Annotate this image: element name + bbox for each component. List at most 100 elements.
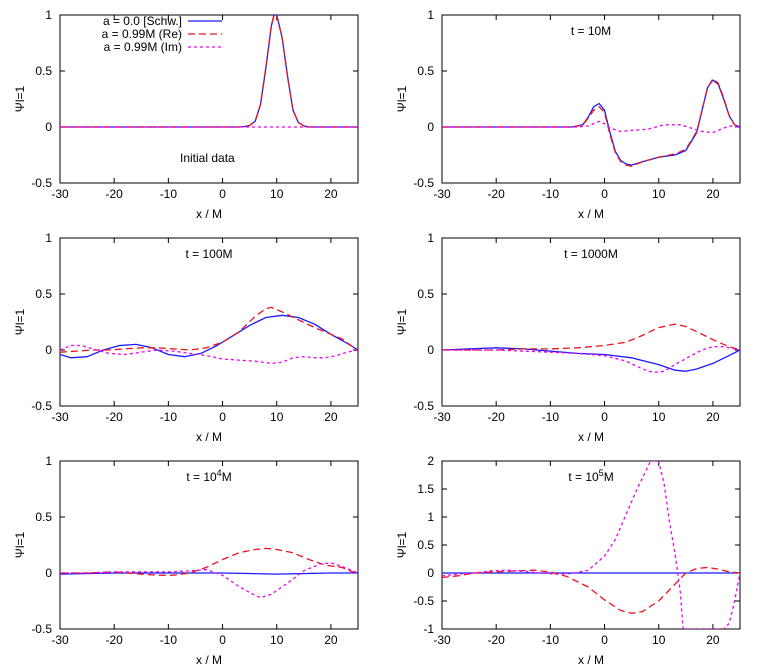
y-tick-label: -0.5 [31, 176, 52, 190]
x-tick-label: 20 [324, 633, 338, 647]
panel-title: t = 1000M [564, 247, 618, 261]
y-tick-label: 0 [427, 120, 434, 134]
x-tick-label: 20 [706, 633, 720, 647]
series-line-kerr-re [442, 566, 740, 614]
x-tick-label: 20 [324, 187, 338, 201]
x-tick-label: -10 [160, 410, 178, 424]
x-axis-title: x / M [196, 430, 222, 444]
x-tick-label: 10 [270, 410, 284, 424]
x-tick-label: -10 [542, 187, 560, 201]
initial-data-annotation: Initial data [180, 151, 235, 165]
x-tick-label: -20 [488, 633, 506, 647]
panel-t-1000M: -30 -20 -10 0 10 20 -0.5 0 0.5 1 x / M Ψl=1 t = 1000… [395, 231, 741, 444]
plot-frame [441, 14, 741, 184]
y-tick-label: 0.5 [417, 538, 434, 552]
x-tick-label: -20 [106, 633, 124, 647]
y-tick-label: 0.5 [417, 64, 434, 78]
y-tick-label: -0.5 [413, 176, 434, 190]
legend-label: a = 0.99M (Im) [104, 40, 182, 54]
series-line-kerr-re [60, 547, 358, 576]
y-tick-label: 0.5 [35, 64, 52, 78]
x-tick-label: -20 [106, 187, 124, 201]
y-tick-label: 1 [45, 231, 52, 245]
series-line-kerr-im [60, 562, 358, 599]
plot-frame [441, 460, 741, 630]
x-tick-label: -10 [160, 633, 178, 647]
x-tick-label: 0 [219, 410, 226, 424]
x-tick-label: -20 [488, 410, 506, 424]
series-line-schw [60, 572, 358, 575]
x-tick-label: 10 [652, 187, 666, 201]
y-tick-label: -0.5 [413, 594, 434, 608]
y-tick-label: 1 [427, 231, 434, 245]
x-tick-label: -30 [51, 410, 69, 424]
x-tick-label: 0 [219, 633, 226, 647]
x-tick-label: 10 [270, 187, 284, 201]
y-axis-title: Ψl=1 [395, 308, 409, 335]
x-axis-title: x / M [196, 207, 222, 221]
x-tick-label: 20 [706, 187, 720, 201]
y-axis-title: Ψl=1 [395, 85, 409, 112]
x-tick-label: -30 [51, 187, 69, 201]
series-line-kerr-re [442, 323, 740, 351]
y-tick-label: 1 [427, 8, 434, 22]
x-tick-label: 10 [652, 633, 666, 647]
plot-frame [59, 237, 359, 407]
x-tick-label: 10 [270, 633, 284, 647]
panel-initial-data: -30 -20 -10 0 10 20 -0.5 0 0.5 1 x / M Ψl=1 Initial … [13, 8, 359, 221]
x-tick-label: -30 [433, 187, 451, 201]
x-tick-label: 20 [324, 410, 338, 424]
panel-title: t = 100M [185, 247, 232, 261]
x-axis-title: x / M [196, 653, 222, 667]
y-tick-label: 0 [45, 343, 52, 357]
panel-title: t = 104M [186, 468, 231, 484]
series-line-schw [442, 347, 740, 372]
y-tick-label: 0 [427, 566, 434, 580]
y-axis-title: Ψl=1 [13, 85, 27, 112]
series-line-schw [442, 79, 740, 166]
x-tick-label: 20 [706, 410, 720, 424]
x-tick-label: 0 [601, 410, 608, 424]
panel-t-100M: -30 -20 -10 0 10 20 -0.5 0 0.5 1 x / M Ψl=1 t = 100M [13, 231, 359, 444]
x-tick-label: -10 [542, 410, 560, 424]
y-tick-label: 1 [427, 510, 434, 524]
series-line-kerr-im [442, 120, 740, 134]
series-line-kerr-im [442, 345, 740, 374]
x-tick-label: -30 [51, 633, 69, 647]
y-axis-title: Ψl=1 [395, 531, 409, 558]
x-tick-label: -30 [433, 410, 451, 424]
x-tick-label: -10 [160, 187, 178, 201]
y-tick-label: -0.5 [31, 399, 52, 413]
y-tick-label: 0 [45, 120, 52, 134]
x-axis-title: x / M [578, 207, 604, 221]
panel-title: t = 105M [568, 468, 613, 484]
plot-frame [441, 237, 741, 407]
series-line-kerr-im [442, 461, 740, 629]
panel-t-10M: -30 -20 -10 0 10 20 -0.5 0 0.5 1 x / M Ψl=1 t = 10M [395, 8, 741, 221]
series-line-schw [60, 314, 358, 359]
x-tick-label: 10 [652, 410, 666, 424]
y-tick-label: -1 [423, 622, 434, 636]
panel-t-10e5M: -30 -20 -10 0 10 20 -1 -0.5 0 0.5 1 1.5 2 x / M Ψl=1 t … [395, 454, 741, 667]
y-tick-label: 0.5 [35, 287, 52, 301]
y-tick-label: 1 [45, 454, 52, 468]
x-tick-label: 0 [601, 187, 608, 201]
series-line-kerr-im [60, 344, 358, 365]
series-line-kerr-re [442, 78, 740, 167]
y-tick-label: 0 [45, 566, 52, 580]
panel-t-10e4M: -30 -20 -10 0 10 20 -0.5 0 0.5 1 x / M Ψl=1 t = 104M [13, 454, 359, 667]
legend-label: a = 0.99M (Re) [102, 27, 182, 41]
y-tick-label: 0 [427, 343, 434, 357]
y-axis-title: Ψl=1 [13, 531, 27, 558]
series-line-kerr-re [60, 15, 358, 128]
x-axis-title: x / M [578, 430, 604, 444]
series-line-kerr-re [60, 306, 358, 353]
y-tick-label: -0.5 [413, 399, 434, 413]
panel-title: t = 10M [571, 24, 611, 38]
x-tick-label: -10 [542, 633, 560, 647]
plot-frame [59, 14, 359, 184]
plot-frame [59, 460, 359, 630]
y-tick-label: 0.5 [35, 510, 52, 524]
x-tick-label: 0 [601, 633, 608, 647]
